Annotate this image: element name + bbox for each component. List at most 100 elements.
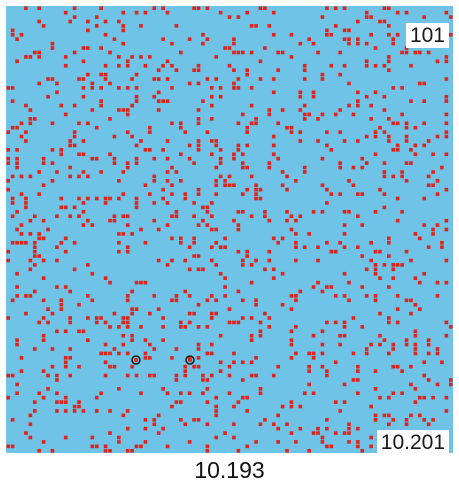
dot bbox=[15, 294, 19, 298]
dot bbox=[15, 165, 19, 170]
dot bbox=[72, 130, 77, 134]
dot bbox=[409, 258, 413, 263]
dot bbox=[37, 192, 42, 196]
dot bbox=[431, 170, 435, 174]
dot bbox=[28, 422, 33, 427]
dot bbox=[387, 413, 391, 418]
dot bbox=[201, 99, 205, 103]
dot bbox=[245, 444, 250, 449]
dot bbox=[227, 15, 232, 19]
dot bbox=[448, 32, 453, 37]
dot bbox=[302, 68, 307, 72]
dot bbox=[32, 254, 37, 258]
dot bbox=[404, 179, 409, 183]
dot bbox=[320, 15, 325, 19]
dot bbox=[409, 99, 413, 103]
dot bbox=[10, 201, 15, 205]
dot bbox=[271, 276, 276, 280]
dot bbox=[214, 143, 219, 148]
dot bbox=[99, 103, 103, 108]
dot bbox=[205, 378, 210, 382]
dot bbox=[258, 333, 263, 338]
dot bbox=[236, 448, 241, 453]
dot bbox=[170, 183, 174, 188]
dot bbox=[360, 223, 365, 227]
dot bbox=[271, 152, 276, 157]
dot bbox=[183, 373, 188, 378]
dot bbox=[218, 360, 223, 365]
dot bbox=[289, 130, 294, 134]
dot bbox=[81, 59, 86, 64]
dot bbox=[395, 10, 400, 15]
dot bbox=[404, 422, 409, 427]
dot bbox=[258, 391, 263, 396]
dot bbox=[245, 125, 250, 130]
dot bbox=[161, 148, 165, 152]
dot bbox=[307, 112, 311, 117]
dot bbox=[10, 373, 15, 378]
dot bbox=[214, 179, 219, 183]
dot bbox=[37, 19, 42, 24]
dot bbox=[28, 174, 33, 179]
dot bbox=[148, 311, 152, 316]
dot bbox=[289, 431, 294, 435]
dot bbox=[413, 276, 418, 280]
dot bbox=[50, 161, 55, 165]
dot bbox=[276, 413, 280, 418]
dot bbox=[24, 294, 28, 298]
dot bbox=[32, 249, 37, 254]
dot bbox=[148, 373, 152, 378]
dot bbox=[68, 214, 72, 219]
dot bbox=[24, 139, 28, 143]
dot bbox=[179, 400, 183, 404]
dot bbox=[232, 404, 236, 409]
dot bbox=[263, 417, 267, 422]
dot bbox=[258, 387, 263, 391]
dot bbox=[236, 77, 241, 81]
dot bbox=[236, 143, 241, 148]
dot bbox=[249, 174, 254, 179]
dot bbox=[382, 338, 387, 342]
dot bbox=[209, 94, 214, 99]
dot bbox=[227, 183, 232, 188]
dot bbox=[63, 205, 68, 210]
dot bbox=[391, 263, 396, 267]
dot bbox=[46, 320, 50, 325]
dot bbox=[55, 378, 59, 382]
dot bbox=[223, 245, 227, 250]
dot bbox=[205, 6, 210, 11]
dot bbox=[311, 356, 316, 360]
dot bbox=[121, 316, 126, 320]
dot bbox=[99, 316, 103, 320]
dot bbox=[373, 387, 378, 391]
dot bbox=[205, 209, 210, 214]
dot bbox=[413, 302, 418, 307]
dot bbox=[360, 285, 365, 289]
dot bbox=[63, 285, 68, 289]
dot bbox=[311, 391, 316, 396]
dot bbox=[28, 117, 33, 121]
dot bbox=[373, 417, 378, 422]
dot bbox=[187, 440, 192, 444]
dot bbox=[125, 245, 130, 250]
dot bbox=[444, 10, 449, 15]
dot bbox=[351, 183, 356, 188]
dot bbox=[422, 223, 427, 227]
figure-caption: 10.193 bbox=[194, 457, 265, 483]
dot bbox=[68, 356, 72, 360]
dot bbox=[108, 351, 112, 356]
dot bbox=[373, 249, 378, 254]
dot bbox=[240, 298, 245, 303]
dot bbox=[94, 156, 99, 161]
dot bbox=[373, 46, 378, 50]
dot bbox=[311, 285, 316, 289]
dot bbox=[298, 90, 303, 95]
dot bbox=[298, 94, 303, 99]
dot bbox=[325, 373, 329, 378]
dot bbox=[134, 94, 139, 99]
dot bbox=[294, 258, 298, 263]
dot bbox=[240, 316, 245, 320]
dot bbox=[68, 165, 72, 170]
dot bbox=[152, 77, 157, 81]
dot bbox=[387, 254, 391, 258]
